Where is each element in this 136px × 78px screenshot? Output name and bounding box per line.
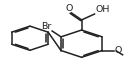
Text: OH: OH [95,5,110,14]
Text: O: O [66,4,73,13]
Text: Br: Br [41,22,51,31]
Text: O: O [114,46,122,55]
